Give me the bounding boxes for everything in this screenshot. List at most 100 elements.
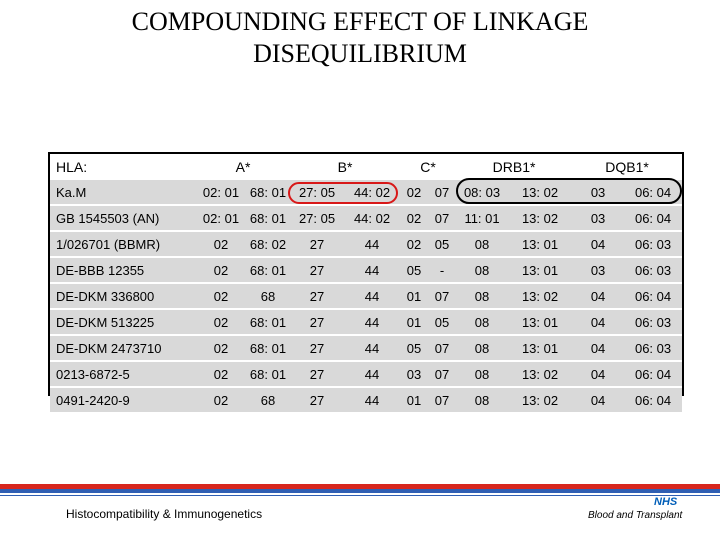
sample-name: DE-DKM 336800: [56, 288, 155, 304]
header-c: C*: [420, 159, 436, 175]
allele-cell: 04: [590, 236, 606, 252]
allele-cell: 68: 01: [249, 340, 287, 356]
allele-cell: 02: [213, 262, 229, 278]
allele-cell: 01: [406, 392, 422, 408]
sample-name: 0491-2420-9: [56, 392, 130, 408]
allele-cell: 68: 01: [249, 262, 287, 278]
allele-cell: 44: [364, 366, 380, 382]
allele-cell: 68: [260, 288, 276, 304]
allele-cell: 27: [309, 366, 325, 382]
header-dqb1: DQB1*: [605, 159, 649, 175]
allele-cell: 11: 01: [464, 210, 500, 226]
allele-cell: 27: 05: [298, 210, 336, 226]
allele-cell: 13: 01: [521, 340, 559, 356]
footer-band-blue: [0, 489, 720, 493]
title-line-2: DISEQUILIBRIUM: [253, 39, 467, 68]
slide-title: COMPOUNDING EFFECT OF LINKAGE DISEQUILIB…: [0, 6, 720, 70]
allele-cell: 13: 02: [521, 288, 559, 304]
hla-table-grid: HLA: A* B* C* DRB1* DQB1* Ka.M 02: 01 68: …: [50, 154, 683, 412]
allele-cell: 08: [474, 314, 490, 330]
title-line-1: COMPOUNDING EFFECT OF LINKAGE: [131, 7, 589, 36]
allele-cell: 08: [474, 262, 490, 278]
allele-cell: 03: [590, 210, 606, 226]
allele-cell: 02: [213, 288, 229, 304]
allele-cell: 07: [434, 340, 450, 356]
sample-name: Ka.M: [56, 184, 87, 200]
allele-cell: 68: 01: [249, 314, 287, 330]
allele-cell: 05: [434, 236, 450, 252]
allele-cell: 04: [590, 314, 606, 330]
allele-cell: 04: [590, 340, 606, 356]
allele-cell: 03: [590, 184, 606, 200]
allele-cell: 05: [406, 262, 422, 278]
allele-cell: 08: [474, 392, 490, 408]
allele-cell: -: [439, 262, 445, 278]
highlight-oval-drb1-dqb1: [456, 178, 682, 204]
allele-cell: 06: 04: [634, 288, 672, 304]
allele-cell: 68: 01: [249, 366, 287, 382]
allele-cell: 01: [406, 314, 422, 330]
allele-cell: 06: 04: [634, 210, 672, 226]
allele-cell: 06: 04: [634, 392, 672, 408]
allele-cell: 04: [590, 366, 606, 382]
allele-cell: 13: 01: [521, 314, 559, 330]
allele-cell: 68: 01: [249, 184, 287, 200]
allele-cell: 05: [406, 340, 422, 356]
allele-cell: 07: [434, 288, 450, 304]
allele-cell: 27: [309, 392, 325, 408]
allele-cell: 02: [213, 366, 229, 382]
allele-cell: 02: [406, 236, 422, 252]
hla-table: HLA: A* B* C* DRB1* DQB1* Ka.M 02: 01 68: …: [48, 152, 684, 412]
header-b: B*: [337, 159, 353, 175]
allele-cell: 04: [590, 392, 606, 408]
table-row: DE-BBB 12355 02 68: 01 27 44 05 - 08 13: 01 03 06:…: [50, 257, 683, 283]
allele-cell: 02: [213, 314, 229, 330]
sample-name: 1/026701 (BBMR): [56, 236, 161, 252]
footer-band-red: [0, 484, 720, 489]
sample-name: DE-BBB 12355: [56, 262, 145, 278]
table-row: DE-DKM 513225 02 68: 01 27 44 01 05 08 13: 01 04 0…: [50, 309, 683, 335]
allele-cell: 05: [434, 314, 450, 330]
allele-cell: 44: 02: [353, 184, 391, 200]
allele-cell: 44: [364, 236, 380, 252]
highlight-oval-b: [288, 182, 398, 204]
allele-cell: 03: [406, 366, 422, 382]
allele-cell: 02: [213, 392, 229, 408]
allele-cell: 02: [406, 210, 422, 226]
allele-cell: 27: [309, 314, 325, 330]
allele-cell: 02: [213, 340, 229, 356]
allele-cell: 27: [309, 340, 325, 356]
table-row: DE-DKM 336800 02 68 27 44 01 07 08 13: 02 04 06: 0…: [50, 283, 683, 309]
allele-cell: 08: [474, 288, 490, 304]
allele-cell: 68: 01: [249, 210, 287, 226]
allele-cell: 06: 04: [634, 366, 672, 382]
allele-cell: 44: [364, 392, 380, 408]
allele-cell: 07: [434, 184, 450, 200]
allele-cell: 07: [434, 210, 450, 226]
footer-band-thin: [0, 495, 720, 496]
allele-cell: 03: [590, 262, 606, 278]
allele-cell: 02: 01: [202, 184, 240, 200]
allele-cell: 68: 02: [249, 236, 287, 252]
allele-cell: 08: 03: [463, 184, 501, 200]
footer-department: Histocompatibility & Immunogenetics: [66, 507, 263, 521]
allele-cell: 13: 01: [521, 262, 559, 278]
header-hla: HLA:: [56, 159, 88, 175]
table-header-row: HLA: A* B* C* DRB1* DQB1*: [50, 154, 683, 180]
footer-organisation: Blood and Transplant: [588, 510, 683, 521]
allele-cell: 44: [364, 314, 380, 330]
header-drb1: DRB1*: [492, 159, 536, 175]
table-row: DE-DKM 2473710 02 68: 01 27 44 05 07 08 13: 01 04…: [50, 335, 683, 361]
allele-cell: 13: 02: [521, 366, 559, 382]
table-row: 1/026701 (BBMR) 02 68: 02 27 44 02 05 08 13: 01 0…: [50, 231, 683, 257]
table-row: Ka.M 02: 01 68: 01 27: 05 44: 02 02 07 08: 03 13…: [50, 180, 683, 205]
allele-cell: 27: [309, 262, 325, 278]
allele-cell: 08: [474, 236, 490, 252]
allele-cell: 02: [213, 236, 229, 252]
allele-cell: 01: [406, 288, 422, 304]
allele-cell: 06: 03: [634, 262, 672, 278]
header-a: A*: [235, 159, 251, 175]
allele-cell: 27: 05: [298, 184, 336, 200]
allele-cell: 07: [434, 392, 450, 408]
allele-cell: 13: 02: [521, 210, 559, 226]
